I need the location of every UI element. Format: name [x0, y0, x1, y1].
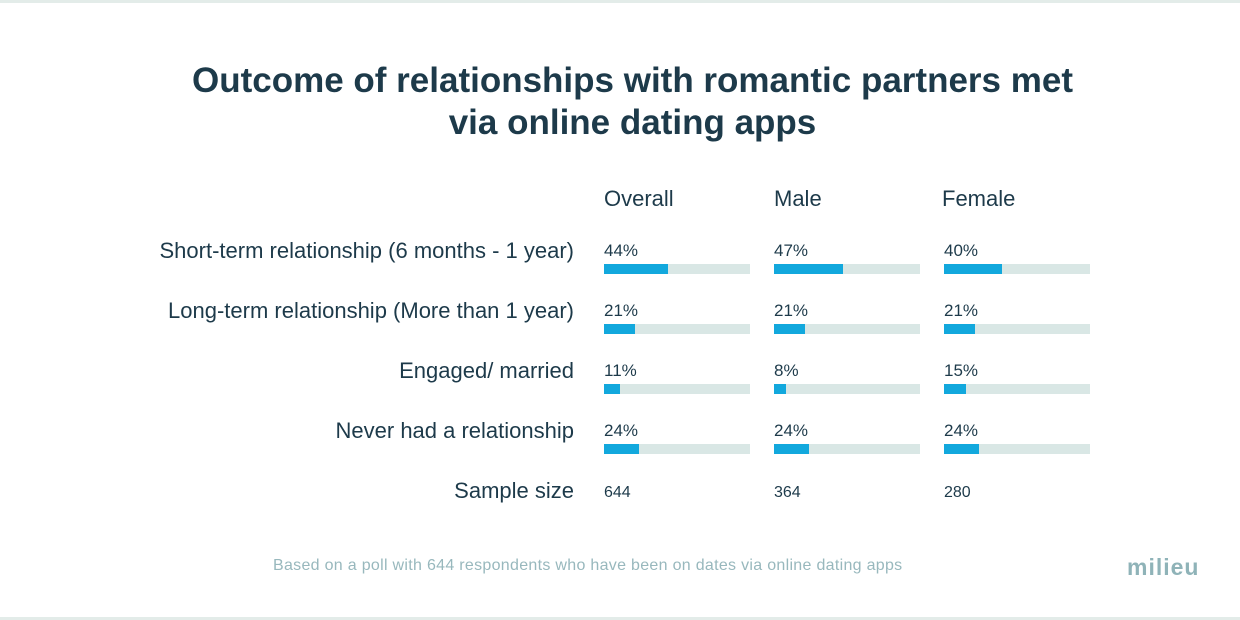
bar-cell-male-2: 21%: [774, 301, 920, 335]
bar-cell-overall-4: 24%: [604, 421, 750, 455]
sample-size-overall: 644: [604, 484, 631, 501]
bar-cell-male-4: 24%: [774, 421, 920, 455]
bar-track: [944, 384, 1090, 394]
bar-track: [604, 384, 750, 394]
chart-title-line-2: via online dating apps: [448, 103, 817, 142]
bar-track: [774, 444, 920, 454]
bar: [944, 264, 1003, 274]
bar: [774, 384, 786, 394]
bar-cell-overall-2: 21%: [604, 301, 750, 335]
bar: [944, 384, 966, 394]
data-label: 47%: [774, 241, 809, 260]
data-label: 21%: [944, 301, 979, 320]
row-label-engaged-married: Engaged/ married: [399, 358, 574, 383]
bar-track: [604, 264, 750, 274]
chart-title: Outcome of relationships with romantic p…: [120, 60, 1145, 144]
row-label-short-term: Short-term relationship (6 months - 1 ye…: [159, 238, 575, 263]
chart-title-line-1: Outcome of relationships with romantic p…: [192, 61, 1073, 100]
bar-track: [944, 444, 1090, 454]
milieu-logo: milieu: [1127, 554, 1200, 580]
bar-track: [604, 324, 750, 334]
footnote: Based on a poll with 644 respondents who…: [273, 557, 903, 574]
data-label: 8%: [774, 361, 799, 380]
sample-size-female: 280: [944, 484, 971, 501]
row-label-long-term: Long-term relationship (More than 1 year…: [168, 298, 574, 323]
bar-cell-female-4: 24%: [944, 421, 1090, 455]
top-border: [0, 0, 1240, 3]
data-label: 21%: [604, 301, 639, 320]
bar: [774, 324, 805, 334]
bar: [774, 264, 843, 274]
bar-cell-male-3: 8%: [774, 361, 920, 395]
bar-cell-female-1: 40%: [944, 241, 1090, 275]
bar-cell-overall-3: 11%: [604, 361, 750, 395]
column-header-female: Female: [942, 186, 1016, 211]
bar-track: [944, 264, 1090, 274]
bar-track: [944, 324, 1090, 334]
data-label: 11%: [604, 361, 637, 380]
data-label: 40%: [944, 241, 979, 260]
column-header-overall: Overall: [604, 186, 674, 211]
sample-size-male: 364: [774, 484, 801, 501]
bar: [604, 324, 635, 334]
row-label-sample-size: Sample size: [454, 478, 574, 503]
bar: [604, 444, 640, 454]
row-label-never-had-relationship: Never had a relationship: [335, 418, 574, 443]
bar-track: [774, 324, 920, 334]
bar-track: [774, 264, 920, 274]
bar: [774, 444, 810, 454]
bar-track: [774, 384, 920, 394]
column-header-male: Male: [774, 186, 822, 211]
data-label: 24%: [944, 421, 979, 440]
data-label: 15%: [944, 361, 979, 380]
bar-cell-female-2: 21%: [944, 301, 1090, 335]
data-label: 24%: [604, 421, 639, 440]
bar: [604, 384, 621, 394]
data-label: 21%: [774, 301, 809, 320]
bar-cell-overall-1: 44%: [604, 241, 750, 275]
bar-cell-female-3: 15%: [944, 361, 1090, 395]
bar-cell-male-1: 47%: [774, 241, 920, 275]
bar: [944, 324, 975, 334]
data-label: 44%: [604, 241, 639, 260]
bar-track: [604, 444, 750, 454]
bar: [604, 264, 669, 274]
bar: [944, 444, 980, 454]
data-label: 24%: [774, 421, 809, 440]
bottom-border: [0, 617, 1240, 620]
